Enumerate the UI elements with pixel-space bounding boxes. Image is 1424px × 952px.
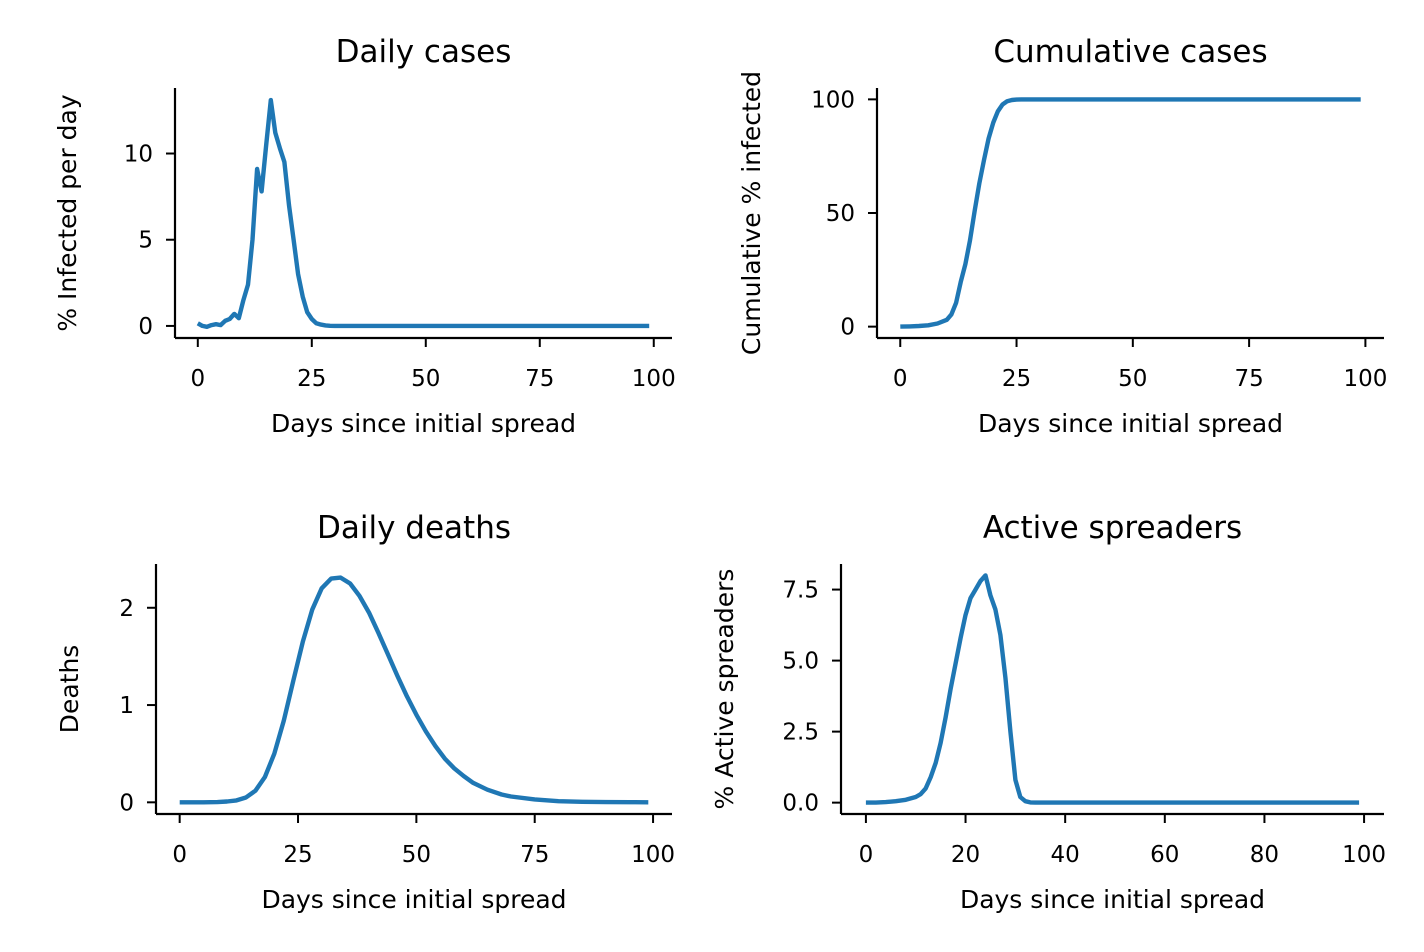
y-axis-label: Cumulative % infected (737, 71, 766, 355)
subplot-4: Active spreaders 0 20 40 60 80 100 0.0 2.5 5.0 7.5… (710, 510, 1386, 914)
series-line (900, 97, 1361, 329)
y-tick-label: 2.5 (782, 720, 819, 746)
x-tick-label: 100 (1342, 842, 1386, 868)
x-tick-label: 25 (1002, 366, 1031, 392)
y-tick-label: 7.5 (782, 578, 819, 604)
x-axis-label: Days since initial spread (978, 409, 1283, 438)
chart-title: Cumulative cases (993, 34, 1267, 70)
y-tick-label: 0 (840, 315, 855, 341)
x-tick-label: 25 (283, 842, 312, 868)
x-axis-label: Days since initial spread (271, 409, 576, 438)
subplot-2: Cumulative cases 0 25 50 75 100 0 50 100 Days sin… (737, 34, 1387, 438)
y-tick-label: 10 (124, 142, 153, 168)
y-tick-label: 5 (138, 228, 153, 254)
x-axis-label: Days since initial spread (261, 885, 566, 914)
x-tick-label: 80 (1250, 842, 1279, 868)
chart-title: Active spreaders (983, 510, 1242, 546)
subplot-3: Daily deaths 0 25 50 75 100 0 1 2 Days since init… (55, 510, 675, 914)
y-tick-label: 0 (119, 790, 134, 816)
y-tick-label: 0.0 (782, 791, 819, 817)
chart-title: Daily deaths (317, 510, 511, 546)
x-tick-label: 100 (1343, 366, 1387, 392)
x-tick-label: 75 (1234, 366, 1263, 392)
x-tick-label: 50 (1118, 366, 1147, 392)
x-tick-label: 75 (525, 366, 554, 392)
y-axis-label: % Active spreaders (710, 569, 739, 810)
series-line (865, 573, 1360, 805)
y-tick-label: 2 (119, 596, 134, 622)
series-line (196, 97, 650, 329)
x-tick-label: 75 (520, 842, 549, 868)
subplot-1: Daily cases 0 25 50 75 100 0 5 10 Days since init… (53, 34, 676, 438)
x-tick-label: 0 (859, 842, 874, 868)
x-tick-label: 0 (172, 842, 187, 868)
x-tick-label: 20 (951, 842, 980, 868)
x-tick-label: 60 (1150, 842, 1179, 868)
y-tick-label: 1 (119, 693, 134, 719)
x-tick-label: 50 (402, 842, 431, 868)
y-tick-label: 5.0 (782, 649, 819, 675)
y-tick-label: 0 (138, 314, 153, 340)
x-tick-label: 100 (632, 366, 676, 392)
x-tick-label: 0 (190, 366, 205, 392)
x-tick-label: 50 (411, 366, 440, 392)
x-tick-label: 25 (297, 366, 326, 392)
x-axis-label: Days since initial spread (960, 885, 1265, 914)
x-tick-label: 100 (631, 842, 675, 868)
y-tick-label: 50 (826, 201, 855, 227)
y-tick-label: 100 (811, 87, 855, 113)
series-line (179, 575, 649, 805)
y-axis-label: % Infected per day (53, 94, 82, 332)
x-tick-label: 0 (893, 366, 908, 392)
x-tick-label: 40 (1051, 842, 1080, 868)
chart-title: Daily cases (336, 34, 512, 70)
y-axis-label: Deaths (55, 645, 84, 734)
